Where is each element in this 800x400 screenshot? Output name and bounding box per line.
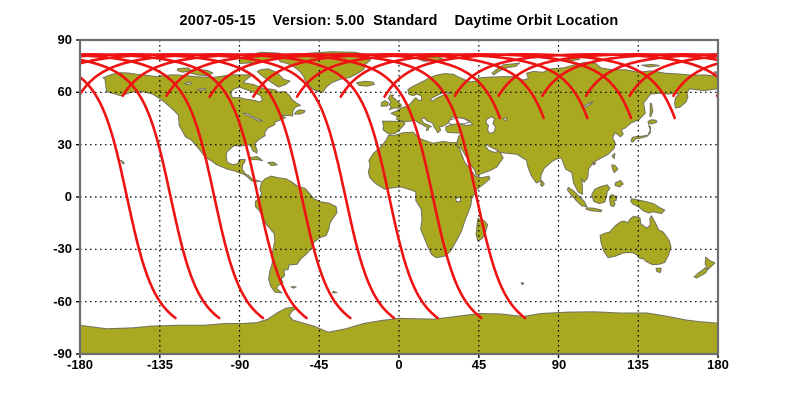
landmass-banks-island [177,67,193,73]
x-axis-tick-label: 90 [551,357,567,372]
orbit-ground-track [672,62,718,98]
landmass-hainan [591,161,597,166]
landmass-ireland [380,100,389,107]
plot-frame [78,38,720,356]
landmass-new-zealand-south [693,267,708,279]
landmass-sumatra [566,186,588,208]
x-axis-tick-label: -135 [146,357,174,372]
orbit-ground-track [80,53,265,320]
x-axis-tick-label: 0 [395,357,403,372]
lake-aral-sea [502,117,508,122]
x-axis-tick-label: 135 [627,357,649,372]
y-axis-tick-label: -60 [53,294,72,309]
y-axis-tick-label: -30 [53,241,72,256]
landmass-cuba [248,156,263,162]
lakes-layer [184,81,594,203]
orbit-ground-track [383,53,676,120]
landmass-new-guinea [630,198,666,215]
orbit-ground-track [80,58,221,320]
landmass-iceland [356,80,375,87]
lake-caspian-sea [485,116,497,134]
landmass-africa [367,131,491,259]
landmass-new-siberian-islands [641,63,660,68]
landmass-taiwan [611,152,616,160]
orbit-ground-track [339,53,633,120]
figure-title: 2007-05-15 Version: 5.00 Standard Daytim… [179,13,619,29]
orbit-tracks-layer [80,53,800,320]
lake-black-sea [448,117,471,126]
landmass-newfoundland [293,109,306,115]
landmass-sakhalin [649,102,654,118]
landmass-south-georgia [332,290,338,294]
landmass-mindanao [614,179,624,188]
landmass-falkland-islands [290,286,297,289]
landmass-baffin-island [256,68,291,88]
y-axis-tick-label: -90 [53,346,72,361]
y-axis-tick-label: 90 [57,32,72,47]
landmass-hokkaido [647,119,658,125]
lake-great-lakes [242,112,263,122]
landmass-honshu [630,124,652,143]
landmass-hispaniola [267,161,278,167]
lake-baltic-sea [429,91,453,102]
landmass-kerguelen [520,282,525,286]
y-axis-tick-label: 0 [64,189,72,204]
orbit-ground-track [715,91,718,98]
lake-great-slave-lake [196,87,207,92]
landmass-borneo [591,184,611,205]
lake-persian-gulf [484,144,500,153]
landmass-australia [599,215,672,266]
landmass-eurasia [382,61,718,195]
landmass-luzon [611,164,619,174]
x-axis-tick-label: 180 [707,357,729,372]
orbit-ground-track [80,75,177,320]
landmass-new-zealand-north [704,256,716,270]
lake-hudson-bay [230,86,263,103]
x-axis-tick-label: -45 [309,357,329,372]
landmass-great-britain [387,94,403,111]
lake-great-bear-lake [184,81,193,85]
landmass-tasmania [655,267,662,273]
orbit-ground-track [295,53,589,120]
x-axis-tick-label: -180 [66,357,94,372]
landmass-java [585,207,603,213]
x-axis-tick-label: -90 [230,357,250,372]
landmass-south-america [254,175,338,294]
x-axis-tick-label: 45 [471,357,487,372]
lake-lake-baikal [582,100,594,108]
y-axis-tick-label: 30 [57,137,72,152]
landmass-sri-lanka [539,179,545,187]
y-axis-tick-label: 60 [57,84,72,99]
orbit-ground-track [761,54,800,318]
lake-lake-victoria [455,196,462,203]
landmass-sulawesi [609,193,618,208]
